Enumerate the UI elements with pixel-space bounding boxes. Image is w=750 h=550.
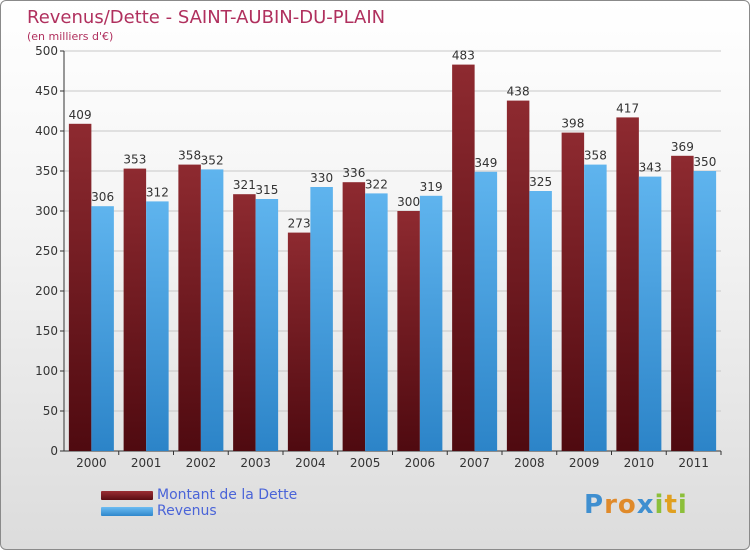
- legend-label-revenus: Revenus: [157, 503, 217, 519]
- data-label: 321: [233, 178, 256, 192]
- data-label: 312: [146, 185, 169, 199]
- logo-letter: t: [664, 490, 678, 520]
- chart-title: Revenus/Dette - SAINT-AUBIN-DU-PLAIN: [27, 7, 386, 28]
- bar-dette: [233, 194, 256, 451]
- y-tick-label: 350: [35, 164, 58, 178]
- bar-revenus: [638, 176, 662, 451]
- x-tick-label: 2010: [624, 456, 655, 470]
- x-tick-label: 2006: [405, 456, 436, 470]
- y-tick-label: 450: [35, 84, 58, 98]
- data-label: 438: [507, 85, 530, 99]
- legend: Montant de la Dette Revenus: [101, 487, 297, 519]
- data-label: 273: [288, 217, 311, 231]
- legend-swatch-revenus: [101, 506, 153, 516]
- data-label: 325: [529, 175, 552, 189]
- bar-dette: [68, 123, 92, 452]
- y-tick-label: 200: [35, 284, 58, 298]
- logo-letter: i: [677, 490, 688, 520]
- bar-revenus: [584, 164, 607, 451]
- y-tick-label: 100: [35, 364, 58, 378]
- data-label: 343: [639, 161, 662, 175]
- y-tick-label: 400: [35, 124, 58, 138]
- bar-revenus: [146, 201, 169, 451]
- bar-dette: [342, 182, 366, 451]
- data-label: 352: [201, 153, 224, 167]
- proxiti-logo: Proxiti: [584, 490, 688, 520]
- data-label: 322: [365, 177, 388, 191]
- data-label: 300: [397, 195, 420, 209]
- bar-revenus: [474, 171, 498, 452]
- bar-dette: [671, 155, 694, 452]
- logo-letter: P: [584, 490, 605, 520]
- logo-letter: r: [604, 490, 618, 520]
- y-tick-label: 250: [35, 244, 58, 258]
- y-tick-label: 300: [35, 204, 58, 218]
- data-label: 398: [561, 117, 584, 131]
- data-label: 417: [616, 101, 639, 115]
- data-label: 483: [452, 49, 475, 63]
- bar-revenus: [365, 193, 388, 451]
- data-label: 369: [671, 140, 694, 154]
- x-tick-label: 2007: [459, 456, 490, 470]
- legend-item-dette: Montant de la Dette: [101, 487, 297, 503]
- data-label: 319: [420, 180, 443, 194]
- bar-revenus: [529, 191, 552, 451]
- y-tick-label: 150: [35, 324, 58, 338]
- x-tick-label: 2003: [240, 456, 271, 470]
- bar-dette: [123, 168, 147, 451]
- data-label: 358: [178, 149, 201, 163]
- bar-dette: [178, 164, 201, 451]
- bar-revenus: [310, 187, 333, 451]
- bar-dette: [397, 211, 420, 451]
- bar-dette: [616, 117, 639, 452]
- data-label: 336: [342, 166, 365, 180]
- x-tick-label: 2000: [76, 456, 107, 470]
- bar-revenus: [419, 195, 443, 451]
- legend-item-revenus: Revenus: [101, 503, 297, 519]
- bar-dette: [506, 100, 530, 451]
- y-tick-label: 50: [43, 404, 58, 418]
- data-label: 353: [123, 153, 146, 167]
- x-tick-label: 2008: [514, 456, 545, 470]
- data-label: 358: [584, 149, 607, 163]
- logo-letter: o: [617, 490, 637, 520]
- legend-swatch-dette: [101, 490, 153, 500]
- legend-label-dette: Montant de la Dette: [157, 487, 298, 503]
- x-tick-label: 2004: [295, 456, 326, 470]
- x-tick-label: 2002: [186, 456, 217, 470]
- data-label: 409: [69, 108, 92, 122]
- x-tick-label: 2005: [350, 456, 381, 470]
- bar-revenus: [255, 199, 279, 451]
- bar-dette: [561, 132, 585, 451]
- logo-letter: x: [636, 490, 655, 520]
- bar-revenus: [693, 171, 717, 451]
- x-tick-label: 2001: [131, 456, 162, 470]
- x-tick-label: 2011: [678, 456, 709, 470]
- data-label: 349: [474, 156, 497, 170]
- data-label: 350: [693, 155, 716, 169]
- bar-dette: [452, 64, 475, 451]
- data-label: 315: [255, 183, 278, 197]
- y-tick-label: 0: [50, 444, 58, 458]
- data-label: 306: [91, 190, 114, 204]
- bar-dette: [287, 232, 311, 451]
- bar-revenus: [91, 206, 114, 451]
- x-tick-label: 2009: [569, 456, 600, 470]
- chart-subtitle: (en milliers d'€): [27, 30, 114, 43]
- bar-revenus: [200, 169, 224, 451]
- data-label: 330: [310, 171, 333, 185]
- y-tick-label: 500: [35, 44, 58, 58]
- logo-letter: i: [654, 490, 665, 520]
